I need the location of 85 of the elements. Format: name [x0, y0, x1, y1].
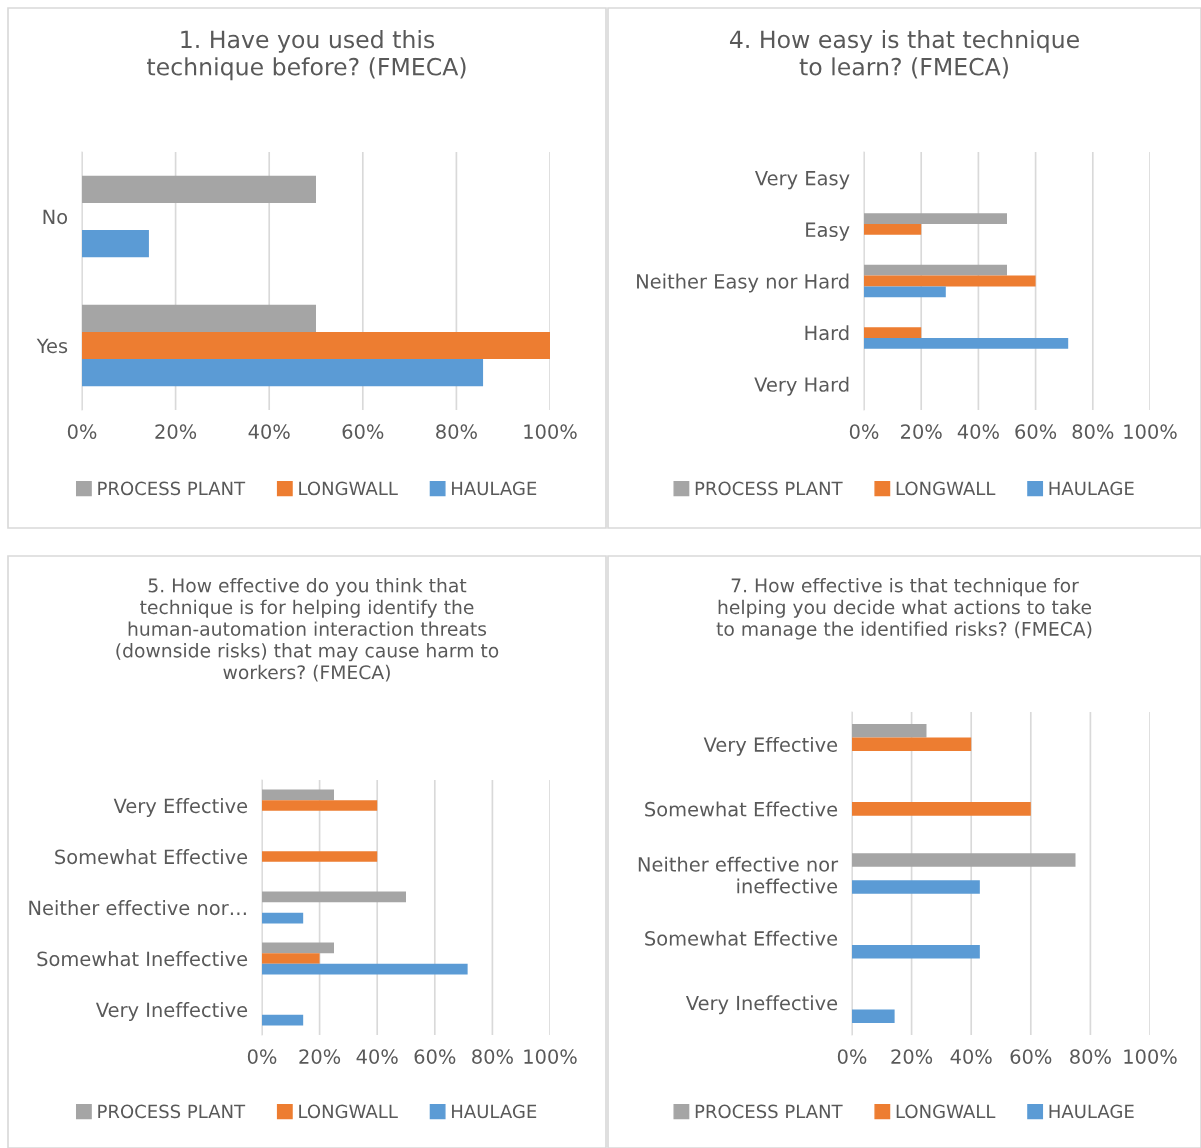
x-tick-label: 100% [524, 1049, 577, 1064]
bar [262, 942, 334, 954]
legend-label: PROCESS PLANT [695, 481, 843, 496]
bar [262, 789, 334, 801]
bar [864, 327, 922, 339]
bar [852, 880, 980, 894]
bar [852, 723, 927, 738]
y-tick-label: Somewhat Ineffective [37, 951, 248, 967]
x-tick-label: 80% [472, 1049, 513, 1064]
bar [262, 800, 378, 811]
x-tick-label: 80% [1070, 1049, 1111, 1064]
y-tick-label: Very Ineffective [95, 1002, 248, 1021]
y-tick-label: Neither Easy nor Hard [637, 273, 849, 293]
x-tick-label: 100% [1124, 424, 1177, 439]
x-tick-label: 0% [837, 1049, 867, 1064]
legend-label: PROCESS PLANT [695, 1104, 843, 1119]
y-tick-label: Neither effective nor ineffective [638, 856, 839, 894]
bar [262, 1014, 304, 1026]
y-tick-label: Very Hard [754, 376, 849, 396]
legend-label: HAULAGE [1049, 1104, 1134, 1119]
y-tick-label: Neither effective nor… [29, 900, 246, 916]
legend-label: HAULAGE [452, 1104, 537, 1119]
y-tick-label: Very Effective [703, 736, 838, 756]
y-tick-label: Somewhat Effective [645, 930, 838, 946]
x-tick-label: 0% [849, 424, 879, 439]
bar [864, 264, 1007, 276]
bar [82, 304, 316, 332]
y-tick-label: Somewhat Effective [645, 801, 838, 817]
bar [864, 286, 946, 298]
legend-label: LONGWALL [896, 1104, 996, 1119]
legend-label: HAULAGE [452, 481, 537, 496]
legend-label: PROCESS PLANT [98, 1104, 246, 1119]
bar [852, 737, 972, 752]
x-tick-label: 20% [901, 424, 942, 439]
x-tick-label: 0% [247, 1049, 277, 1064]
chart-title: 4. How easy is that technique to learn? (FMECA) [729, 30, 1079, 79]
x-tick-label: 100% [1124, 1049, 1177, 1064]
x-tick-label: 20% [299, 1049, 341, 1064]
bar [852, 944, 980, 959]
legend-label: HAULAGE [1049, 481, 1134, 496]
y-tick-label: Very Effective [113, 798, 248, 817]
x-tick-label: 60% [1010, 1049, 1052, 1064]
x-tick-label: 80% [436, 424, 477, 439]
bar [864, 223, 922, 235]
legend-label: LONGWALL [299, 1104, 398, 1119]
x-tick-label: 0% [67, 424, 97, 439]
y-tick-label: Yes [36, 338, 68, 354]
x-tick-label: 60% [1015, 424, 1057, 439]
bar [262, 851, 378, 862]
bar [864, 338, 1069, 349]
bar [262, 953, 320, 964]
bar [82, 175, 316, 203]
y-tick-label: No [43, 209, 68, 225]
y-tick-label: Hard [805, 325, 849, 341]
bar [82, 359, 484, 387]
bar [262, 963, 468, 975]
x-tick-label: 80% [1072, 424, 1114, 439]
bar [82, 230, 149, 258]
bar [852, 853, 1076, 867]
legend-label: PROCESS PLANT [98, 481, 246, 496]
x-tick-label: 40% [356, 1049, 398, 1064]
y-tick-label: Easy [806, 222, 850, 241]
x-tick-label: 40% [950, 1049, 992, 1064]
bar [864, 213, 1007, 224]
x-tick-label: 60% [414, 1049, 456, 1064]
bar [852, 1009, 895, 1024]
y-tick-label: Very Easy [754, 171, 850, 190]
bar [262, 891, 406, 903]
bar [82, 331, 550, 360]
chart-title: 5. How effective do you think that technique is for helping identify the human-automation interaction threats (downside risks) that may cause harm to workers? (FMECA) [116, 578, 499, 682]
x-tick-label: 40% [957, 424, 999, 439]
bar [864, 275, 1036, 287]
x-tick-label: 20% [891, 1049, 933, 1064]
y-tick-label: Very Ineffective [685, 995, 838, 1015]
x-tick-label: 60% [342, 424, 384, 439]
x-tick-label: 100% [524, 424, 577, 439]
bar [262, 912, 304, 924]
x-tick-label: 40% [248, 424, 290, 439]
y-tick-label: Somewhat Effective [55, 849, 248, 865]
x-tick-label: 20% [155, 424, 197, 439]
bar [852, 802, 1031, 816]
legend-label: LONGWALL [299, 481, 398, 496]
chart-title: 7. How effective is that technique for helping you decide what actions to take to manage the identified risks? (FMECA) [716, 578, 1092, 640]
chart-title: 1. Have you used this technique before? (FMECA) [147, 30, 466, 81]
legend-label: LONGWALL [896, 481, 996, 496]
